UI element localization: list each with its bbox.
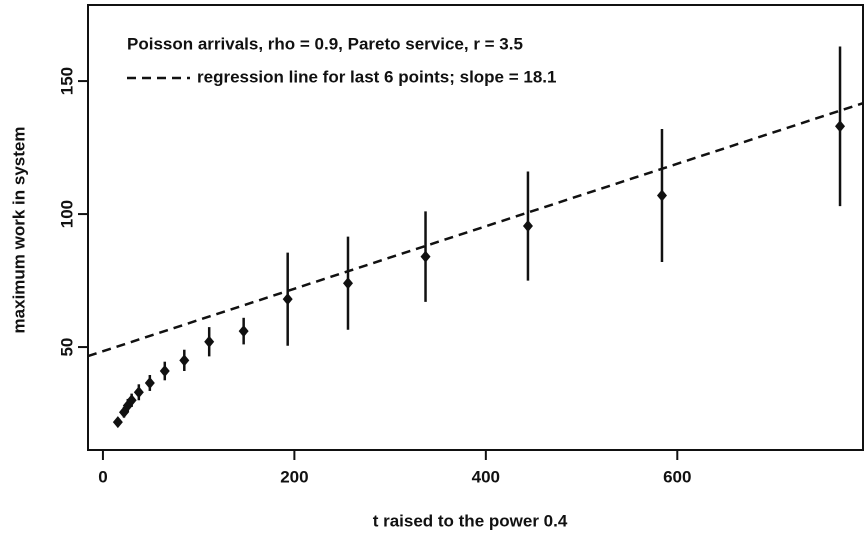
x-axis-label: t raised to the power 0.4: [373, 511, 568, 530]
x-tick-label: 600: [663, 467, 691, 486]
point: [656, 189, 667, 202]
point: [159, 365, 170, 378]
point: [133, 386, 144, 399]
y-tick-label: 150: [57, 67, 76, 95]
y-axis-label: maximum work in system: [9, 127, 28, 334]
point: [282, 293, 293, 306]
point: [112, 416, 123, 429]
y-tick-label: 100: [57, 200, 76, 228]
x-tick-label: 400: [472, 467, 500, 486]
point: [179, 354, 190, 367]
point: [118, 406, 129, 419]
y-tick-label: 50: [57, 338, 76, 357]
point: [420, 250, 431, 263]
point: [342, 277, 353, 290]
point: [522, 220, 533, 233]
x-tick-label: 200: [280, 467, 308, 486]
x-tick-label: 0: [98, 467, 107, 486]
point: [204, 335, 215, 348]
legend-text: Poisson arrivals, rho = 0.9, Pareto serv…: [127, 34, 523, 53]
point: [126, 394, 137, 407]
point: [835, 120, 846, 133]
point: [144, 376, 155, 389]
regression-line: [87, 101, 864, 358]
point: [238, 325, 249, 338]
plot-frame: [87, 4, 864, 451]
legend-text: regression line for last 6 points; slope…: [197, 67, 556, 86]
